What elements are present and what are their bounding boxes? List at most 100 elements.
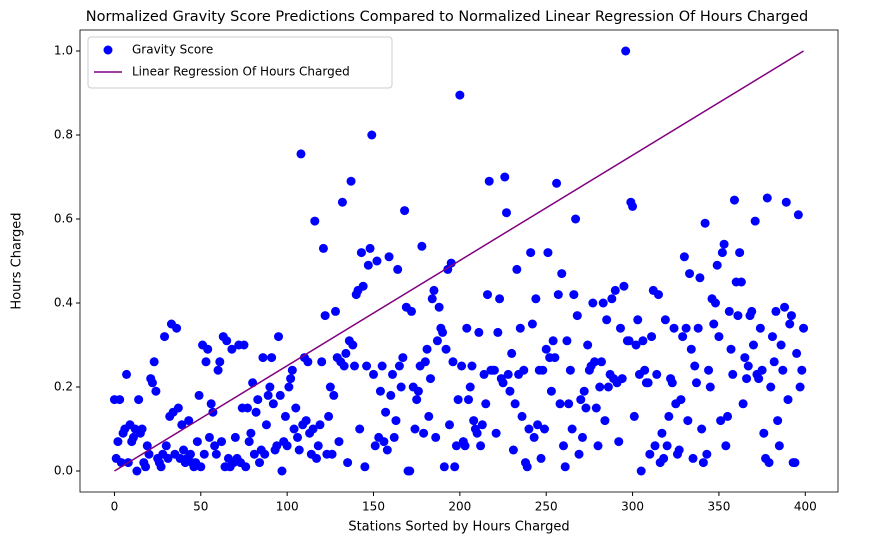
scatter-point [315,420,325,430]
scatter-point [688,453,698,463]
scatter-point [341,348,351,358]
scatter-point [255,458,265,468]
scatter-point [477,420,487,430]
scatter-point [203,344,213,354]
scatter-point [733,311,743,321]
scatter-point [465,382,475,392]
scatter-point [524,424,534,434]
x-tick-label: 0 [111,500,119,514]
scatter-point [769,357,779,367]
scatter-point [287,365,297,375]
scatter-point [275,390,285,400]
scatter-point [286,374,296,384]
y-tick-label: 0.8 [54,128,73,142]
scatter-point [474,327,484,337]
scatter-point [716,416,726,426]
x-tick-label: 400 [794,500,817,514]
scatter-point [705,382,715,392]
scatter-point [491,428,501,438]
scatter-point [631,340,641,350]
scatter-point [510,399,520,409]
scatter-point [280,411,290,421]
scatter-point [640,365,650,375]
scatter-point [799,323,809,333]
scatter-point [370,441,380,451]
scatter-point [149,357,159,367]
scatter-point [662,441,672,451]
scatter-point [312,453,322,463]
scatter-point [653,290,663,300]
scatter-point [196,462,206,472]
scatter-point [426,374,436,384]
scatter-point [776,340,786,350]
scatter-point [293,432,303,442]
scatter-point [427,294,437,304]
scatter-point [375,386,385,396]
plot-frame [79,29,839,493]
scatter-point [664,411,674,421]
scatter-point [792,348,802,358]
scatter-point [600,416,610,426]
scatter-point [633,315,643,325]
scatter-point [669,323,679,333]
scatter-point [310,216,320,226]
scatter-point [785,319,795,329]
legend-box [87,36,393,89]
scatter-point [757,365,767,375]
scatter-point [253,395,263,405]
scatter-point [795,382,805,392]
scatter-point [261,420,271,430]
scatter-point [367,130,377,140]
scatter-point [457,361,467,371]
y-tick-label: 1.0 [54,44,73,58]
scatter-point [301,416,311,426]
scatter-point [410,424,420,434]
scatter-point [268,399,278,409]
scatter-point [242,403,252,413]
scatter-point [358,281,368,291]
scatter-point [526,248,536,258]
scatter-point [337,197,347,207]
scatter-point [697,424,707,434]
scatter-point [348,340,358,350]
scatter-point [389,432,399,442]
scatter-point [177,420,187,430]
scatter-point [469,416,479,426]
scatter-point [762,193,772,203]
scatter-point [291,403,301,413]
scatter-point [362,361,372,371]
scatter-point [740,353,750,363]
scatter-point [215,357,225,367]
x-tick-label: 350 [707,500,730,514]
scatter-point [296,149,306,159]
scatter-point [448,357,458,367]
scatter-point [572,311,582,321]
scatter-point [685,269,695,279]
scatter-point [386,390,396,400]
scatter-point [539,424,549,434]
scatter-point [503,369,513,379]
scatter-point [420,357,430,367]
scatter-point [289,424,299,434]
x-tick-label: 300 [621,500,644,514]
scatter-point [495,294,505,304]
scatter-point [615,323,625,333]
scatter-point [419,428,429,438]
scatter-point [555,399,565,409]
scatter-point [498,378,508,388]
scatter-point [363,260,373,270]
scatter-point [246,428,256,438]
y-axis-label: Hours Charged [10,212,25,309]
scatter-point [515,323,525,333]
scatter-point [536,453,546,463]
scatter-point [773,416,783,426]
scatter-point [786,311,796,321]
scatter-point [317,357,327,367]
scatter-point [764,458,774,468]
scatter-point [647,332,657,342]
scatter-point [774,441,784,451]
scatter-point [691,378,701,388]
scatter-point [320,311,330,321]
legend-label: Gravity Score [132,43,213,57]
scatter-point [439,462,449,472]
